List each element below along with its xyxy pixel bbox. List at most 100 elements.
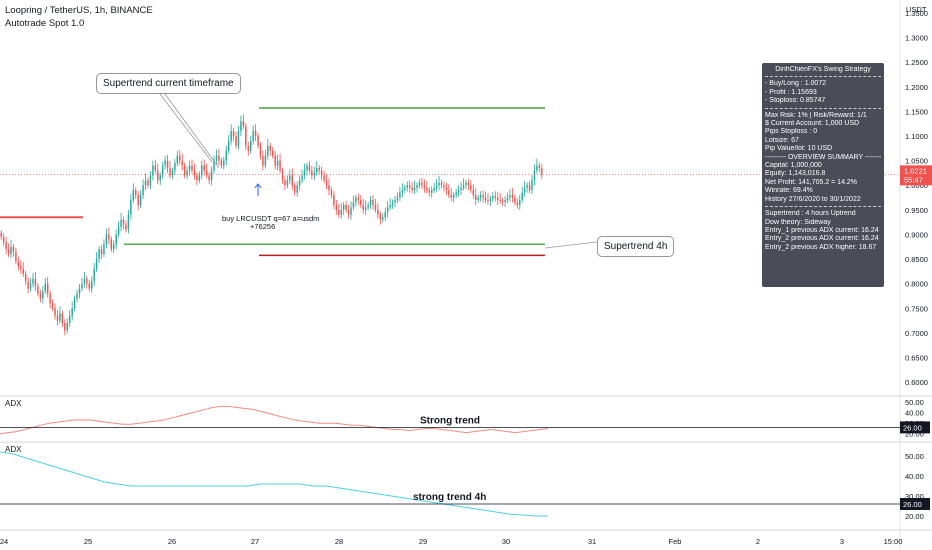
candle-body <box>401 190 404 193</box>
candle-body <box>406 185 408 188</box>
candle-body <box>418 182 421 186</box>
candle-body <box>95 259 98 269</box>
candle-body <box>169 168 171 176</box>
candle-body <box>374 204 377 210</box>
adx-tick-label: 40.00 <box>905 409 924 418</box>
candle-body <box>296 185 298 193</box>
candle-body <box>242 121 245 127</box>
time-tick-label: 3 <box>840 537 844 546</box>
overview-separator <box>765 107 881 109</box>
candle-body <box>274 155 276 166</box>
adx-tick-label: 50.00 <box>905 398 924 407</box>
candle-body <box>257 136 259 146</box>
price-tick-label: 0.8500 <box>905 255 928 264</box>
candle-body <box>369 200 372 205</box>
price-axis-unit: USDT <box>906 5 927 14</box>
candle-body <box>416 185 418 188</box>
indicator-name[interactable]: Autotrade Spot 1.0 <box>5 18 85 29</box>
overview-equity-line: Equity: 1,143,016.8 <box>765 170 826 178</box>
candle-body <box>345 204 347 210</box>
overview-winrate-line: Winrate: 69.4% <box>765 187 813 195</box>
candle-body <box>113 244 115 250</box>
candle-body <box>208 175 210 181</box>
candle-body <box>183 165 186 176</box>
trade-label-line1: buy LRCUSDT q=67 a=usdm <box>222 214 319 223</box>
candle-body <box>259 145 262 156</box>
candle-body <box>303 170 306 176</box>
candle-body <box>88 283 91 289</box>
candle-body <box>489 199 492 201</box>
candle-body <box>433 187 435 191</box>
candle-body <box>230 131 232 141</box>
candle-body <box>426 187 428 191</box>
candle-body <box>12 246 15 252</box>
candle-body <box>210 170 213 181</box>
adx-label: ADX <box>5 445 22 454</box>
candle-body <box>521 192 523 200</box>
adx-tick-label: 30.00 <box>905 492 924 501</box>
candle-body <box>506 197 509 200</box>
time-tick-label: 26 <box>168 537 176 546</box>
candle-body <box>452 195 455 198</box>
candle-body <box>176 155 179 164</box>
candle-body <box>215 155 218 161</box>
time-tick-label: 28 <box>335 537 343 546</box>
candle-body <box>519 200 521 205</box>
candle-body <box>386 207 389 213</box>
price-tick-label: 1.2500 <box>905 58 928 67</box>
price-tick-label: 0.7000 <box>905 329 928 338</box>
candle-body <box>389 204 391 208</box>
candles-group <box>0 114 543 336</box>
candle-body <box>42 291 44 299</box>
candle-body <box>245 126 247 146</box>
summary-header-text: OVERVIEW SUMMARY <box>787 153 864 161</box>
candle-body <box>379 214 382 220</box>
overview-account-line: $ Current Account: 1,000 USD <box>765 120 860 128</box>
adx-tick-label: 20.00 <box>905 512 924 521</box>
candle-body <box>149 175 152 186</box>
time-tick-label: Feb <box>669 537 682 546</box>
candle-body <box>316 168 318 173</box>
candle-body <box>254 131 257 136</box>
candle-body <box>105 234 108 245</box>
candle-body <box>37 286 39 294</box>
candle-body <box>399 192 401 198</box>
candle-body <box>108 234 110 240</box>
adx-tick-label: 20.00 <box>905 430 924 439</box>
adx-line <box>0 405 549 435</box>
candle-body <box>445 187 448 191</box>
candle-body <box>181 160 183 166</box>
candle-body <box>227 140 230 151</box>
price-tick-label: 1.3000 <box>905 34 928 43</box>
candle-body <box>191 165 193 171</box>
candle-body <box>377 209 379 215</box>
price-tick-label: 0.6500 <box>905 354 928 363</box>
candle-body <box>514 197 516 203</box>
candle-body <box>411 187 413 191</box>
candle-body <box>247 145 249 151</box>
candle-body <box>516 202 519 205</box>
candle-body <box>482 195 484 198</box>
chart-header: Loopring / TetherUS, 1h, BINANCE Autotra… <box>5 4 153 30</box>
candle-body <box>291 175 294 186</box>
buy-arrow-icon <box>254 183 262 196</box>
adx-annotation: strong trend 4h <box>413 492 486 503</box>
price-tick-label: 0.7500 <box>905 304 928 313</box>
candle-body <box>66 323 68 331</box>
candle-body <box>328 185 330 191</box>
candle-body <box>188 165 191 171</box>
candle-body <box>428 190 430 193</box>
price-tick-label: 0.8000 <box>905 280 928 289</box>
candle-body <box>289 175 291 181</box>
candle-body <box>73 298 76 309</box>
price-tick-label: 0.6000 <box>905 378 928 387</box>
time-tick-label: 24 <box>0 537 8 546</box>
candle-body <box>193 170 196 176</box>
adx-threshold-label: 26.00 <box>903 423 922 432</box>
candle-body <box>252 131 254 141</box>
overview-risk-line: Max Risk: 1% | Risk/Reward: 1/1 <box>765 111 867 119</box>
candle-body <box>196 175 198 181</box>
candle-body <box>7 249 10 255</box>
candle-body <box>203 165 205 171</box>
